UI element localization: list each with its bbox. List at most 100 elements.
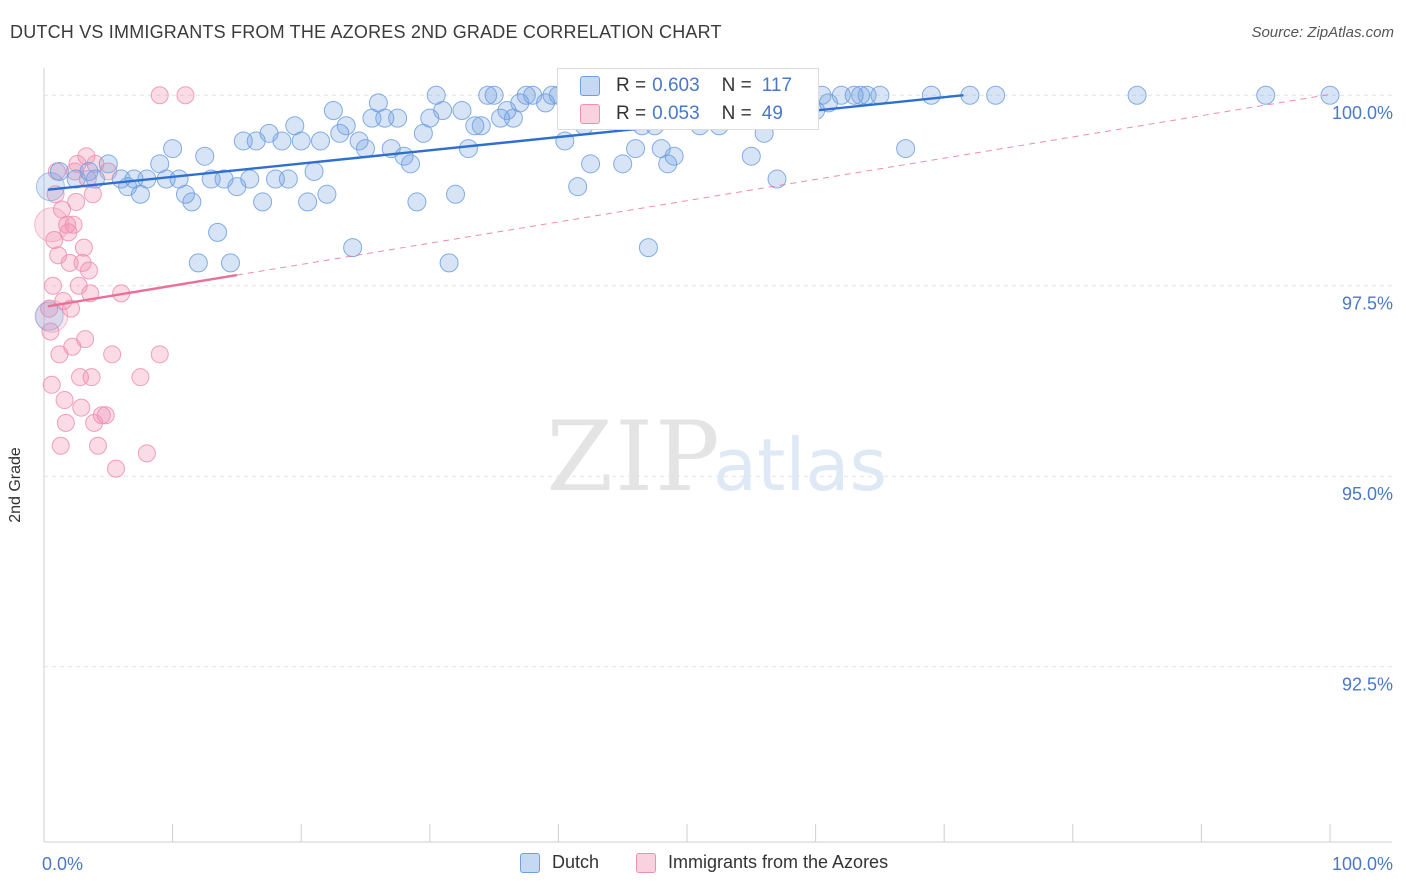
dutch-point-32 [291, 131, 311, 151]
watermark-atlas: atlas [713, 423, 887, 507]
azores-point-47 [150, 86, 169, 105]
azores-cluster-b [35, 299, 69, 333]
dutch-point-14 [175, 184, 195, 204]
dutch-point-87 [658, 154, 678, 174]
dutch-point-4 [98, 154, 118, 174]
dutch-point-111 [921, 85, 941, 105]
azores-point-37 [89, 436, 108, 455]
dutch-point-57 [452, 100, 472, 120]
azores-point-48 [176, 86, 195, 105]
azores-point-12 [55, 391, 74, 410]
dutch-point-113 [986, 85, 1006, 105]
azores-point-31 [80, 261, 99, 280]
y-tick-label-3: 92.5% [1342, 675, 1393, 695]
azores-point-14 [58, 215, 77, 234]
dutch-point-74 [568, 177, 588, 197]
dutch-point-39 [336, 116, 356, 136]
dutch-point-99 [767, 169, 787, 189]
dutch-r-value: 0.603 [652, 75, 700, 96]
stats-row-dutch: R = 0.603 N = 117 [580, 73, 793, 99]
dutch-point-60 [471, 116, 491, 136]
x-tick-label-max: 100.0% [1332, 854, 1393, 874]
azores-point-34 [83, 185, 102, 204]
dutch-point-38 [330, 123, 350, 143]
azores-point-33 [82, 368, 101, 387]
azores-trend-line [47, 273, 238, 308]
azores-point-38 [92, 406, 111, 425]
azores-point-22 [68, 154, 87, 173]
azores-point-41 [103, 345, 122, 364]
dutch-n-label: N = [721, 75, 752, 96]
dutch-point-0 [49, 161, 69, 181]
dutch-point-84 [638, 238, 658, 258]
azores-n-value: 49 [761, 103, 783, 124]
dutch-point-29 [272, 131, 292, 151]
dutch-point-21 [220, 253, 240, 273]
dutch-point-12 [163, 139, 183, 159]
azores-point-3 [44, 276, 63, 295]
legend-item-dutch[interactable]: Dutch [520, 852, 599, 873]
dutch-point-107 [851, 85, 871, 105]
azores-point-2 [42, 375, 61, 394]
legend-label-azores: Immigrants from the Azores [668, 852, 889, 872]
dutch-point-115 [1256, 85, 1276, 105]
azores-swatch [580, 104, 600, 124]
y-tick-label-1: 97.5% [1342, 294, 1393, 314]
dutch-point-59 [465, 116, 485, 136]
dutch-point-82 [626, 139, 646, 159]
y-tick-label-0: 100.0% [1332, 103, 1393, 123]
dutch-point-58 [458, 139, 478, 159]
axes [43, 68, 1392, 843]
azores-point-29 [77, 147, 96, 166]
azores-point-26 [73, 253, 92, 272]
dutch-point-54 [433, 100, 453, 120]
azores-point-39 [96, 406, 115, 425]
legend-label-dutch: Dutch [552, 852, 600, 872]
dutch-point-62 [484, 85, 504, 105]
dutch-point-109 [870, 85, 890, 105]
azores-point-21 [67, 192, 86, 211]
watermark-zip: ZIP [546, 401, 721, 513]
dutch-point-40 [343, 238, 363, 258]
dutch-point-88 [664, 146, 684, 166]
dutch-point-33 [298, 192, 318, 212]
dutch-point-16 [188, 253, 208, 273]
x-tick-label-min: 0.0% [42, 854, 83, 874]
dutch-point-116 [1320, 85, 1340, 105]
azores-cluster-a [34, 207, 70, 243]
legend-item-azores[interactable]: Immigrants from the Azores [636, 852, 888, 873]
chart-title: DUTCH VS IMMIGRANTS FROM THE AZORES 2ND … [10, 22, 722, 42]
stats-legend: R = 0.603 N = 117 R = 0.053 N = 49 [557, 68, 819, 130]
dutch-cluster-b [34, 301, 64, 331]
azores-trend-extension [236, 93, 1331, 276]
dutch-point-42 [356, 139, 375, 159]
dutch-point-37 [323, 100, 343, 120]
dutch-n-value: 117 [761, 75, 793, 96]
dutch-point-30 [278, 169, 298, 189]
dutch-cluster-a [35, 172, 65, 202]
bottom-legend: Dutch Immigrants from the Azores [0, 852, 1406, 878]
dutch-point-67 [516, 85, 536, 105]
dutch-point-61 [478, 85, 498, 105]
dutch-point-24 [240, 169, 260, 189]
azores-r-value: 0.053 [652, 103, 700, 124]
dutch-point-34 [304, 161, 324, 181]
azores-point-13 [56, 413, 75, 432]
watermark: ZIP atlas [546, 401, 887, 513]
dutch-point-96 [741, 146, 761, 166]
azores-point-9 [51, 436, 70, 455]
legend-swatch-azores [636, 852, 656, 873]
dutch-point-35 [310, 131, 330, 151]
dutch-point-110 [896, 139, 916, 159]
dutch-point-56 [446, 184, 466, 204]
legend-swatch-dutch [520, 852, 540, 873]
azores-point-45 [137, 444, 156, 463]
dutch-swatch [580, 76, 600, 96]
azores-point-28 [76, 330, 95, 349]
dutch-point-50 [407, 192, 427, 212]
dutch-point-2 [79, 161, 99, 181]
dutch-point-49 [401, 154, 421, 174]
azores-point-44 [131, 368, 150, 387]
dutch-point-19 [208, 222, 228, 242]
azores-point-1 [41, 322, 60, 341]
